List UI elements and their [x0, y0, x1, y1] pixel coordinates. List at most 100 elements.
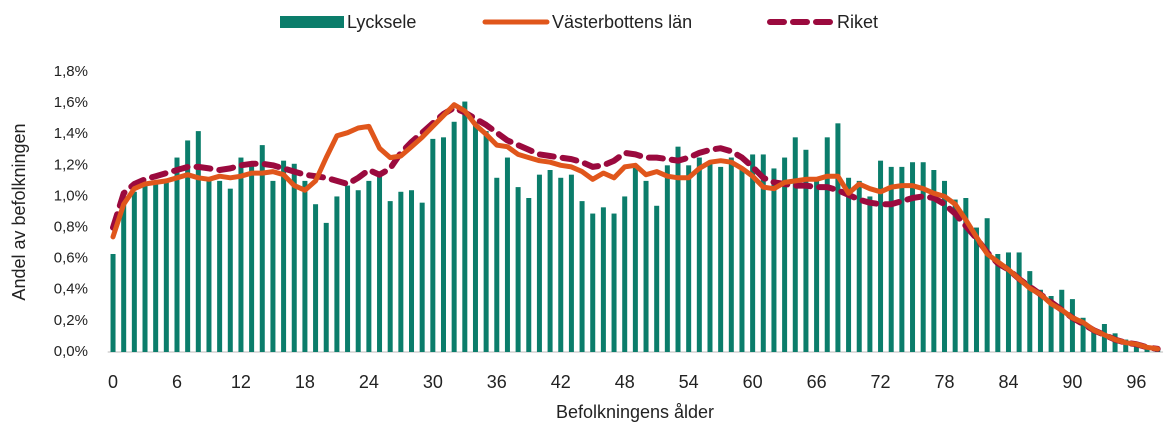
legend-label: Västerbottens län — [552, 12, 692, 32]
bar — [696, 157, 702, 352]
bar — [803, 149, 809, 352]
x-tick-label: 42 — [551, 372, 571, 392]
bar — [1123, 339, 1129, 352]
bar — [846, 177, 852, 352]
bar — [942, 180, 948, 352]
bar — [664, 165, 670, 352]
bar — [249, 165, 255, 352]
bar — [750, 154, 756, 352]
bar — [195, 131, 201, 352]
x-tick-label: 96 — [1126, 372, 1146, 392]
bar — [600, 207, 606, 352]
bar — [366, 180, 372, 352]
bar — [515, 187, 521, 352]
x-tick-label: 6 — [172, 372, 182, 392]
bar — [451, 121, 457, 353]
bar — [1059, 289, 1065, 352]
bar — [270, 180, 276, 352]
bar — [579, 201, 585, 352]
bar — [1048, 296, 1054, 352]
bar — [313, 204, 319, 352]
bar — [462, 101, 468, 352]
bar — [920, 162, 926, 352]
y-tick-label: 0,4% — [54, 281, 88, 298]
bar — [771, 168, 777, 352]
bar — [1101, 324, 1107, 352]
bar — [174, 157, 180, 352]
bar — [430, 138, 436, 352]
bar — [707, 162, 713, 352]
bar — [995, 254, 1001, 352]
bar — [1037, 289, 1043, 352]
x-axis-title: Befolkningens ålder — [556, 402, 714, 422]
x-tick-label: 12 — [231, 372, 251, 392]
bar — [728, 157, 734, 352]
bar — [206, 177, 212, 352]
x-tick-label: 30 — [423, 372, 443, 392]
bar — [1016, 252, 1022, 352]
bar — [323, 222, 329, 352]
y-tick-label: 0,2% — [54, 312, 88, 329]
bar — [568, 174, 574, 352]
bar — [1069, 299, 1075, 352]
bar — [259, 145, 265, 352]
y-tick-label: 0,0% — [54, 343, 88, 360]
bar — [686, 165, 692, 352]
x-tick-label: 48 — [615, 372, 635, 392]
bar — [835, 123, 841, 352]
x-tick-label: 36 — [487, 372, 507, 392]
bar — [963, 198, 969, 352]
x-tick-label: 66 — [807, 372, 827, 392]
bar — [387, 201, 393, 352]
line — [110, 102, 1161, 352]
bar — [952, 199, 958, 352]
bar — [227, 188, 233, 352]
bar — [398, 191, 404, 352]
bar — [718, 166, 724, 352]
bar — [643, 180, 649, 352]
bar — [377, 173, 383, 352]
y-tick-label: 1,2% — [54, 156, 88, 173]
bar — [345, 185, 351, 352]
bar — [984, 218, 990, 352]
bar — [611, 213, 617, 352]
x-tick-label: 78 — [934, 372, 954, 392]
bar — [355, 190, 361, 352]
bar — [931, 170, 937, 352]
x-tick-label: 84 — [998, 372, 1018, 392]
bar — [494, 177, 500, 352]
x-tick-label: 24 — [359, 372, 379, 392]
bar — [675, 146, 681, 352]
bar — [782, 157, 788, 352]
bar — [142, 184, 148, 352]
legend-label: Riket — [837, 12, 878, 32]
y-axis-title: Andel av befolkningen — [9, 123, 29, 300]
bar — [217, 180, 223, 352]
bar — [910, 162, 916, 352]
bar — [622, 196, 628, 352]
x-tick-label: 0 — [108, 372, 118, 392]
bar — [153, 180, 159, 352]
bar — [291, 163, 297, 352]
bar — [163, 180, 169, 352]
y-tick-label: 0,6% — [54, 250, 88, 267]
bar — [334, 196, 340, 352]
x-tick-label: 60 — [743, 372, 763, 392]
bar — [536, 174, 542, 352]
bar — [504, 157, 510, 352]
y-tick-label: 1,0% — [54, 187, 88, 204]
bar — [131, 191, 137, 352]
bar — [547, 170, 553, 352]
x-tick-label: 54 — [679, 372, 699, 392]
bar — [302, 180, 308, 352]
bar — [739, 170, 745, 352]
y-tick-label: 1,8% — [54, 63, 88, 80]
x-tick-label: 18 — [295, 372, 315, 392]
bar — [878, 160, 884, 352]
bar — [792, 137, 798, 352]
bar — [867, 196, 873, 352]
bar — [1005, 252, 1011, 352]
bar — [888, 166, 894, 352]
x-tick-label: 90 — [1062, 372, 1082, 392]
bar — [483, 131, 489, 352]
